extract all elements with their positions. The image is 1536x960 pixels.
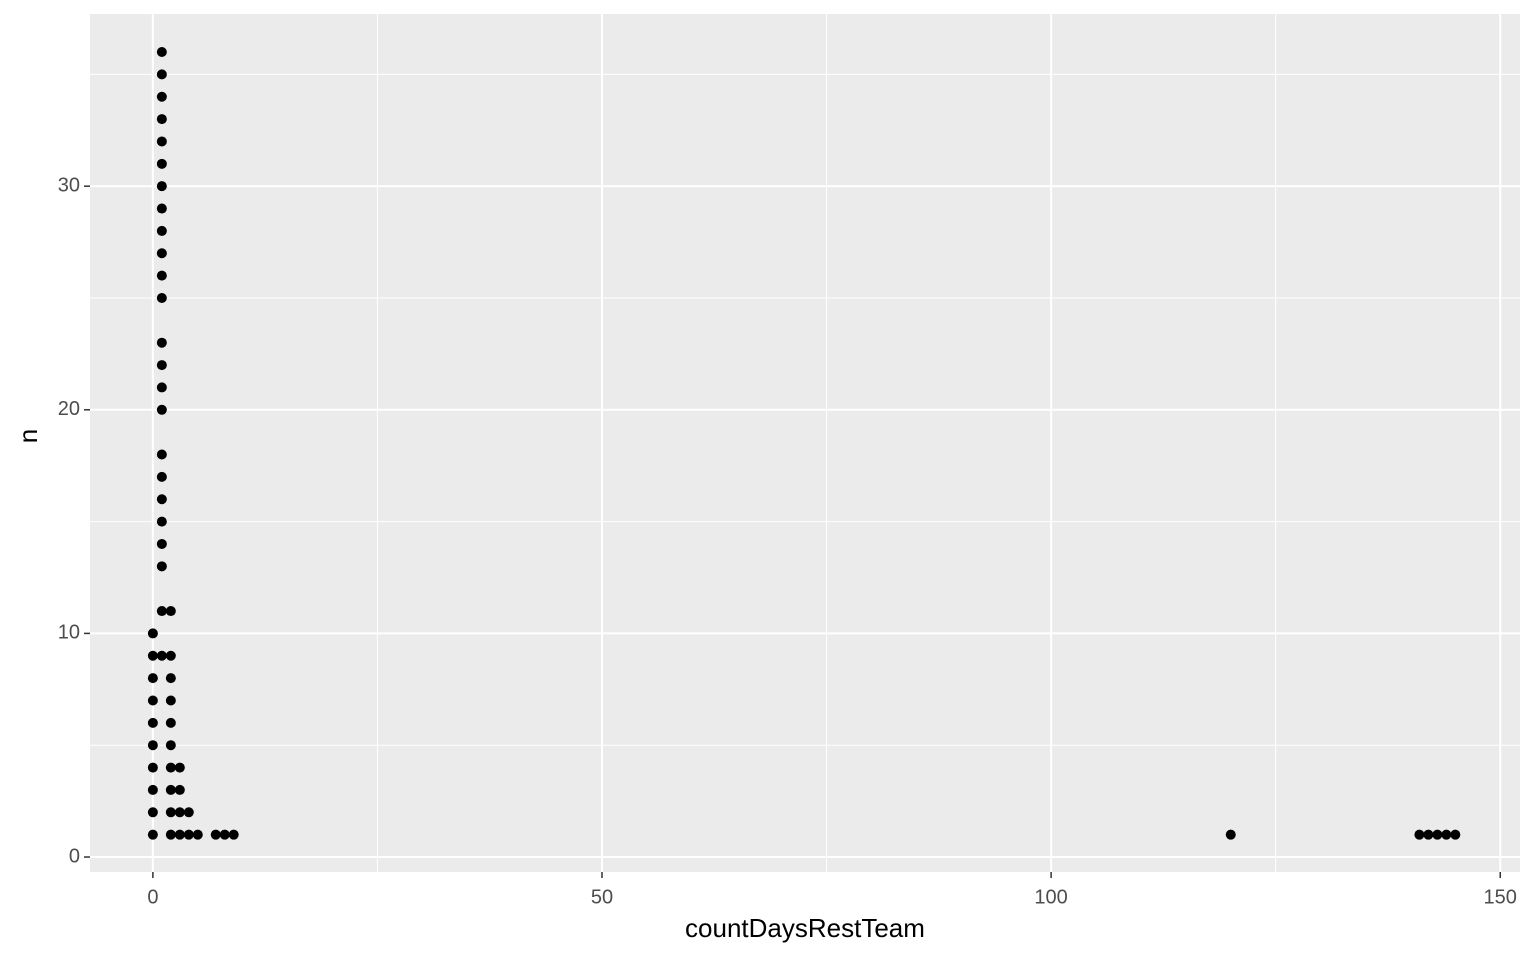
point xyxy=(165,740,176,751)
point xyxy=(147,740,158,751)
y-tick-label: 10 xyxy=(58,622,80,644)
point xyxy=(165,829,176,840)
point xyxy=(147,650,158,661)
point xyxy=(147,829,158,840)
x-tick-label: 150 xyxy=(1484,886,1517,908)
point xyxy=(156,136,167,147)
point xyxy=(156,650,167,661)
point xyxy=(174,762,185,773)
panel xyxy=(90,14,1520,872)
point xyxy=(219,829,230,840)
point xyxy=(174,784,185,795)
y-tick-label: 0 xyxy=(69,845,80,867)
point xyxy=(1432,829,1443,840)
point xyxy=(156,47,167,58)
point xyxy=(165,606,176,617)
point xyxy=(1423,829,1434,840)
point xyxy=(156,337,167,348)
point xyxy=(174,807,185,818)
x-tick-label: 0 xyxy=(147,886,158,908)
point xyxy=(156,561,167,572)
point xyxy=(156,449,167,460)
point xyxy=(156,494,167,505)
point xyxy=(156,248,167,259)
point xyxy=(192,829,203,840)
point xyxy=(210,829,221,840)
point xyxy=(156,404,167,415)
point xyxy=(165,673,176,684)
point xyxy=(156,91,167,102)
point xyxy=(1441,829,1452,840)
point xyxy=(156,158,167,169)
point xyxy=(156,360,167,371)
point xyxy=(1414,829,1425,840)
point xyxy=(156,471,167,482)
point xyxy=(147,628,158,639)
point xyxy=(156,292,167,303)
y-axis-title: n xyxy=(13,429,43,443)
point xyxy=(165,762,176,773)
point xyxy=(156,606,167,617)
point xyxy=(156,203,167,214)
point xyxy=(228,829,239,840)
x-axis-title: countDaysRestTeam xyxy=(685,913,925,943)
point xyxy=(156,225,167,236)
point xyxy=(1225,829,1236,840)
point xyxy=(183,807,194,818)
point xyxy=(156,538,167,549)
point xyxy=(156,69,167,80)
point xyxy=(156,382,167,393)
point xyxy=(147,673,158,684)
point xyxy=(183,829,194,840)
x-tick-label: 100 xyxy=(1034,886,1067,908)
point xyxy=(147,695,158,706)
x-tick-label: 50 xyxy=(591,886,613,908)
point xyxy=(165,784,176,795)
point xyxy=(156,516,167,527)
y-tick-label: 20 xyxy=(58,398,80,420)
point xyxy=(156,270,167,281)
point xyxy=(165,650,176,661)
point xyxy=(165,717,176,728)
point xyxy=(156,114,167,125)
point xyxy=(147,807,158,818)
point xyxy=(147,784,158,795)
point xyxy=(165,807,176,818)
point xyxy=(174,829,185,840)
point xyxy=(1450,829,1461,840)
point xyxy=(156,181,167,192)
point xyxy=(165,695,176,706)
y-tick-label: 30 xyxy=(58,174,80,196)
point xyxy=(147,717,158,728)
point xyxy=(147,762,158,773)
